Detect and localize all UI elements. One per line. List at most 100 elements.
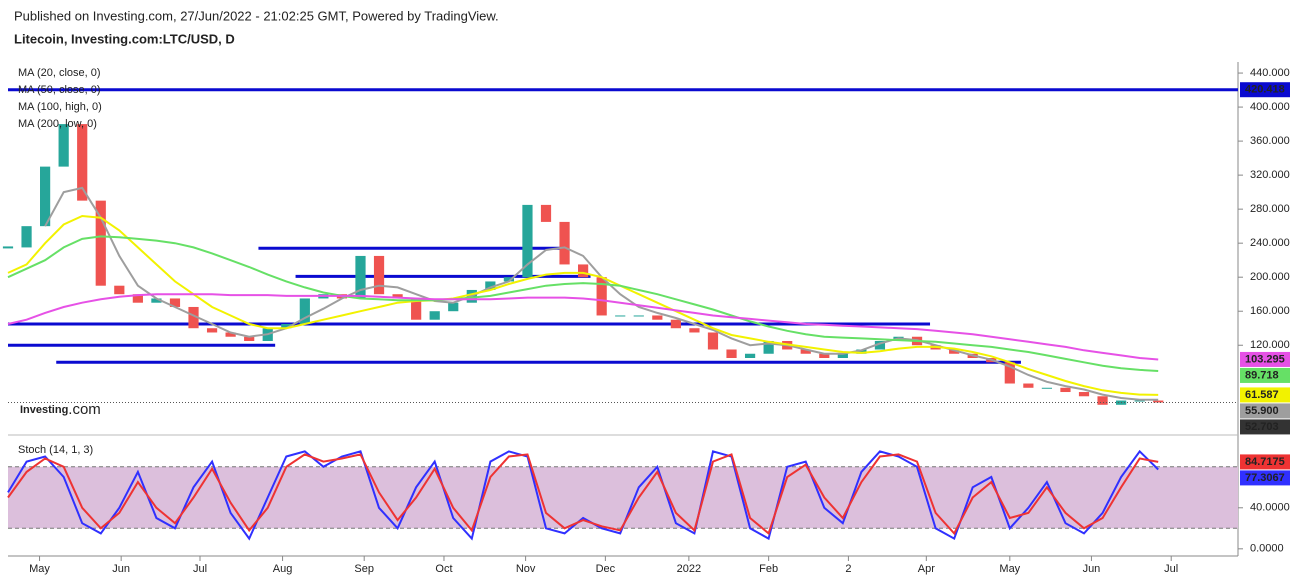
candle	[1004, 362, 1015, 384]
candle	[281, 323, 292, 329]
y-tick-label: 240.000	[1250, 237, 1290, 249]
candle	[874, 340, 886, 350]
candle	[596, 277, 607, 316]
series-line	[7, 453, 1159, 536]
y-tick-label: 400.000	[1250, 101, 1290, 113]
candle	[299, 298, 310, 324]
candle	[58, 124, 69, 167]
candle	[244, 336, 255, 341]
x-tick-label: Jun	[112, 563, 130, 575]
candle	[652, 315, 663, 320]
price-label: 84.7175	[1245, 456, 1285, 468]
price-label: 61.587	[1245, 389, 1279, 401]
candle	[726, 349, 737, 358]
candle	[615, 315, 626, 317]
candle	[1060, 387, 1071, 393]
price-label-bg	[1240, 403, 1290, 419]
price-label-bg	[1240, 367, 1290, 383]
x-tick-label: Aug	[273, 563, 293, 575]
candle	[411, 298, 422, 320]
watermark: Investing.com	[20, 401, 101, 418]
candle	[151, 298, 162, 303]
price-label: 77.3067	[1245, 472, 1285, 484]
candle	[559, 221, 570, 265]
price-label-bg	[1240, 82, 1290, 98]
series-line	[7, 293, 1159, 361]
candle	[77, 124, 88, 201]
candle	[800, 349, 811, 354]
candle	[206, 328, 218, 333]
candle	[429, 311, 440, 320]
y-tick-label: 0.0000	[1250, 543, 1284, 555]
candle	[856, 349, 867, 354]
candle	[1023, 383, 1034, 388]
candle	[633, 315, 644, 317]
x-tick-label: Oct	[435, 563, 452, 575]
x-tick-label: Nov	[516, 563, 536, 575]
series-line	[7, 214, 1159, 396]
candle	[670, 319, 681, 329]
price-label: 103.295	[1245, 353, 1285, 365]
x-tick-label: Jul	[1164, 563, 1178, 575]
x-tick-label: Apr	[918, 563, 935, 575]
candle	[707, 332, 719, 350]
price-label: 89.718	[1245, 369, 1279, 381]
stoch-band	[8, 466, 1238, 529]
price-label-bg	[1240, 419, 1290, 435]
x-tick-label: May	[999, 563, 1020, 575]
candle	[392, 294, 403, 299]
price-label-bg	[1240, 351, 1290, 367]
x-tick-label: 2	[845, 563, 851, 575]
price-label: 55.900	[1245, 405, 1279, 417]
y-tick-label: 120.000	[1250, 339, 1290, 351]
x-tick-label: Jun	[1083, 563, 1101, 575]
candle	[188, 306, 199, 329]
candle	[1153, 400, 1164, 403]
candle	[522, 204, 533, 278]
x-tick-label: Jul	[193, 563, 207, 575]
y-tick-label: 360.000	[1250, 135, 1290, 147]
price-label: 420.418	[1245, 84, 1285, 96]
y-tick-label: 320.000	[1250, 169, 1290, 181]
legend-entry: MA (100, high, 0)	[18, 101, 102, 113]
price-label: 52.703	[1245, 421, 1279, 433]
x-tick-label: Sep	[354, 563, 374, 575]
x-tick-label: Feb	[759, 563, 778, 575]
x-tick-label: May	[29, 563, 50, 575]
candle	[949, 349, 960, 354]
legend-entry: MA (20, close, 0)	[18, 67, 101, 79]
watermark-suffix: .com	[68, 401, 101, 418]
price-label-bg	[1240, 387, 1290, 403]
candle	[448, 302, 459, 312]
y-tick-label: 440.000	[1250, 67, 1290, 79]
price-label-bg	[1240, 454, 1290, 470]
candle	[1078, 392, 1090, 397]
candle	[114, 285, 125, 295]
legend-entry: MA (200, low, 0)	[18, 118, 97, 130]
y-tick-label: 160.000	[1250, 305, 1290, 317]
y-tick-label: 40.0000	[1250, 502, 1290, 514]
watermark-brand: Investing	[20, 404, 68, 416]
candle	[40, 166, 51, 227]
y-tick-label: 200.000	[1250, 271, 1290, 283]
candle	[132, 294, 143, 303]
y-tick-label: 280.000	[1250, 203, 1290, 215]
published-note: Published on Investing.com, 27/Jun/2022 …	[14, 8, 499, 23]
series-line	[7, 449, 1159, 541]
candle	[503, 277, 515, 282]
price-label-bg	[1240, 470, 1290, 486]
candle	[225, 332, 236, 337]
candle	[540, 204, 552, 222]
candle	[95, 200, 106, 286]
series-line	[7, 235, 1159, 372]
candle	[1134, 400, 1145, 402]
candle	[744, 353, 756, 358]
candle	[355, 255, 366, 299]
candle	[21, 226, 32, 248]
candle	[1041, 387, 1053, 389]
x-tick-label: 2022	[677, 563, 701, 575]
candle	[837, 353, 848, 358]
candle	[689, 328, 700, 333]
candle	[763, 340, 774, 354]
